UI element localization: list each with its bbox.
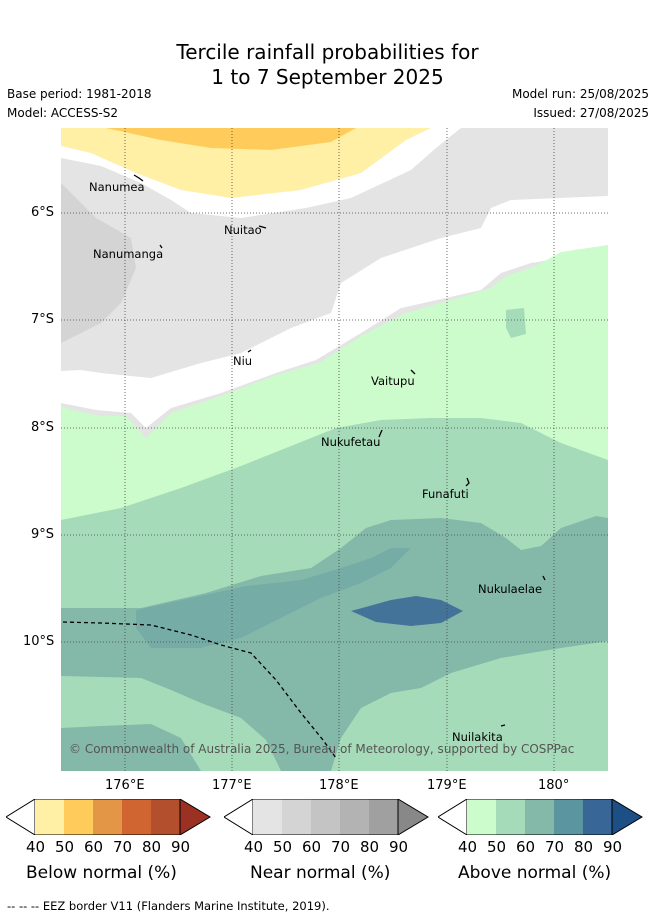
above-label-80: 80 [574, 838, 594, 856]
below-normal-50-region [106, 128, 356, 150]
above-normal-70-band [136, 548, 411, 648]
below-label-70: 70 [113, 838, 133, 856]
graticule [61, 128, 608, 771]
eez-border [62, 621, 337, 759]
near-label-70: 70 [331, 838, 351, 856]
near-label-60: 60 [302, 838, 322, 856]
near-normal-50-region [61, 183, 136, 343]
above-normal-patch [506, 308, 526, 338]
place-label-funafuti: Funafuti [422, 487, 469, 501]
place-label-nuitao: Nuitao [224, 223, 262, 237]
above-normal-80-region [351, 596, 463, 626]
near-label-80: 80 [360, 838, 380, 856]
map-title: Tercile rainfall probabilities for 1 to … [0, 40, 655, 90]
above-label-40: 40 [458, 838, 478, 856]
title-line-1: Tercile rainfall probabilities for [176, 40, 479, 64]
below-label-60: 60 [84, 838, 104, 856]
lat-tick-8s: 8°S [31, 420, 55, 435]
lat-tick-9s: 9°S [31, 527, 55, 542]
model-run: Model run: 25/08/2025 [511, 87, 649, 101]
place-label-nukulaelae: Nukulaelae [478, 582, 543, 596]
above-label-70: 70 [545, 838, 565, 856]
below-label-40: 40 [26, 838, 46, 856]
colorbar-above [438, 799, 643, 835]
eez-footnote: -- -- -- EEZ border V11 (Flanders Marine… [7, 899, 330, 913]
place-label-nanumea: Nanumea [89, 180, 145, 194]
near-label-40: 40 [244, 838, 264, 856]
base-period: Base period: 1981-2018 [7, 87, 152, 101]
lat-tick-6s: 6°S [31, 205, 55, 220]
issued-date: Issued: 27/08/2025 [533, 106, 649, 120]
colorbar-below-title: Below normal (%) [26, 863, 177, 883]
white-gap-north [61, 128, 461, 218]
near-label-90: 90 [389, 838, 409, 856]
below-label-80: 80 [142, 838, 162, 856]
above-normal-60-sw [61, 724, 201, 771]
place-label-nuilakita: Nuilakita [452, 730, 503, 744]
colorbar-near-title: Near normal (%) [250, 863, 391, 883]
place-label-niu: Niu [233, 354, 253, 368]
colorbar-below [6, 799, 211, 835]
above-normal-60-region [61, 516, 608, 771]
lon-tick-178e: 178°E [319, 778, 359, 793]
place-label-vaitupu: Vaitupu [371, 374, 415, 388]
lon-tick-176e: 176°E [105, 778, 145, 793]
below-label-90: 90 [171, 838, 191, 856]
place-label-nukufetau: Nukufetau [321, 435, 381, 449]
title-line-2: 1 to 7 September 2025 [211, 65, 444, 89]
copyright-notice: © Commonwealth of Australia 2025, Bureau… [69, 742, 575, 756]
place-label-nanumanga: Nanumanga [93, 247, 164, 261]
white-gap-middle [61, 196, 608, 428]
above-normal-50-se [346, 643, 608, 771]
below-label-50: 50 [55, 838, 75, 856]
lon-tick-180: 180° [538, 778, 570, 793]
colorbar-near [224, 799, 429, 835]
lat-tick-10s: 10°S [23, 634, 55, 649]
colorbar-above-title: Above normal (%) [458, 863, 612, 883]
model-name: Model: ACCESS-S2 [7, 106, 119, 120]
above-label-50: 50 [487, 838, 507, 856]
above-label-90: 90 [603, 838, 623, 856]
lat-tick-7s: 7°S [31, 312, 55, 327]
below-normal-40-region [61, 128, 431, 198]
lon-tick-177e: 177°E [212, 778, 252, 793]
island-marks [133, 174, 546, 727]
lon-tick-179e: 179°E [427, 778, 467, 793]
near-label-50: 50 [273, 838, 293, 856]
rainfall-map [61, 128, 608, 771]
above-label-60: 60 [516, 838, 536, 856]
